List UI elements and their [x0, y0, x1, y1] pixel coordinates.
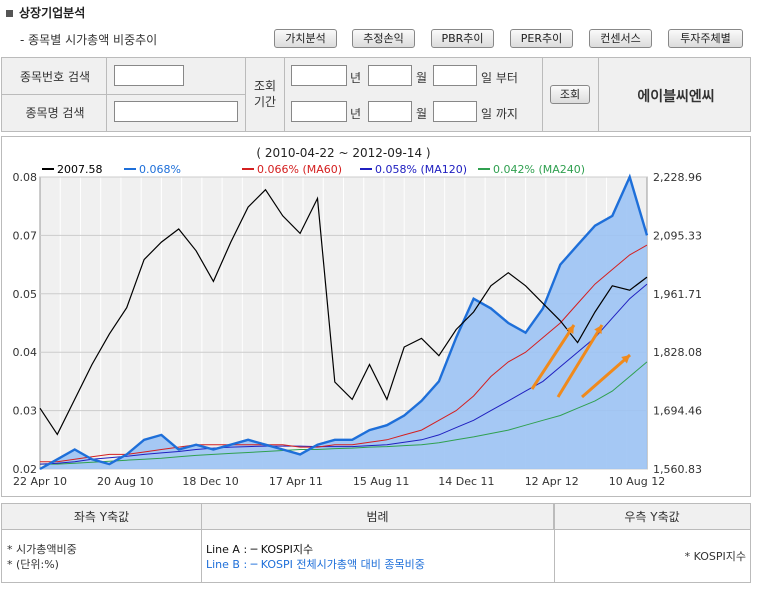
divider [2, 94, 245, 95]
divider [598, 58, 599, 131]
y-right-tick: 2,095.33 [653, 229, 702, 242]
from-year-input[interactable] [291, 65, 347, 86]
estimated-pl-button[interactable]: 추정손익 [352, 29, 415, 48]
to-month-input[interactable] [368, 101, 412, 122]
ma120-line [39, 283, 648, 465]
x-tick: 10 Aug 12 [609, 475, 665, 488]
trend-arrow-head [566, 325, 574, 334]
legend-label: 0.058% (MA120) [375, 163, 467, 176]
page-subtitle: - 종목별 시가총액 비중추이 [20, 33, 158, 47]
legend-header: 범례 [201, 504, 554, 530]
x-tick: 14 Dec 11 [438, 475, 494, 488]
name-input[interactable] [114, 101, 238, 122]
legend-label: 2007.58 [57, 163, 103, 176]
market-cap-chart: 0.08 0.07 0.05 0.04 0.03 0.02 2,228.96 2,095.33… [13, 146, 702, 488]
investor-type-button[interactable]: 투자주체별 [668, 29, 743, 48]
to-label: 일 까지 [481, 107, 518, 121]
divider [201, 504, 202, 582]
year-label: 년 [350, 107, 362, 121]
trend-arrow [581, 353, 631, 399]
x-tick: 20 Aug 10 [97, 475, 153, 488]
left-axis-header: 좌측 Y축값 [2, 504, 201, 530]
month-label: 월 [416, 71, 428, 85]
bullet-square-icon [6, 10, 13, 17]
legend-label: 0.066% (MA60) [257, 163, 342, 176]
share-area [40, 177, 647, 469]
y-left-tick: 0.05 [13, 288, 38, 301]
from-day-input[interactable] [433, 65, 477, 86]
right-axis-header: 우측 Y축값 [554, 504, 750, 530]
left-axis-unit: * (단위:%) [7, 558, 59, 571]
trend-arrow [530, 324, 576, 390]
kospi-index-line [39, 188, 648, 436]
divider [245, 58, 246, 131]
period-label: 조회기간 [253, 79, 277, 109]
y-left-tick: 0.08 [13, 171, 38, 184]
company-name: 에이블씨엔씨 [637, 89, 715, 105]
left-axis-desc: * 시가총액비중 [7, 543, 77, 556]
code-input[interactable] [114, 65, 184, 86]
trend-arrow-head [594, 325, 602, 334]
year-label: 년 [350, 71, 362, 85]
per-trend-button[interactable]: PER추이 [510, 29, 573, 48]
x-tick: 17 Apr 11 [269, 475, 323, 488]
y-right-tick: 1,560.83 [653, 463, 702, 476]
from-month-input[interactable] [368, 65, 412, 86]
ma60-line [40, 244, 648, 463]
consensus-button[interactable]: 컨센서스 [589, 29, 652, 48]
divider [542, 58, 543, 131]
y-right-tick: 1,694.46 [653, 405, 702, 418]
to-year-input[interactable] [291, 101, 347, 122]
line-a-legend: Line A : ─ KOSPI지수 [206, 543, 314, 556]
code-search-label: 종목번호 검색 [19, 70, 91, 84]
pbr-trend-button[interactable]: PBR추이 [431, 29, 494, 48]
trend-arrow [556, 324, 604, 398]
x-tick: 15 Aug 11 [353, 475, 409, 488]
value-analysis-button[interactable]: 가치분석 [274, 29, 337, 48]
chart-title: ( 2010-04-22 ~ 2012-09-14 ) [256, 146, 430, 160]
name-search-label: 종목명 검색 [25, 106, 85, 120]
y-right-tick: 2,228.96 [653, 171, 702, 184]
x-tick: 18 Dec 10 [182, 475, 238, 488]
y-left-tick: 0.07 [13, 229, 38, 242]
divider [106, 58, 107, 131]
divider [554, 504, 555, 582]
legend-label: 0.042% (MA240) [493, 163, 585, 176]
y-right-tick: 1,961.71 [653, 288, 702, 301]
month-label: 월 [416, 107, 428, 121]
from-label: 일 부터 [481, 71, 518, 85]
line-b-legend: Line B : ─ KOSPI 전체시가총액 대비 종목비중 [206, 558, 425, 571]
y-right-tick: 1,828.08 [653, 346, 702, 359]
y-left-tick: 0.03 [13, 405, 38, 418]
market-cap-share-line [39, 173, 649, 471]
y-left-tick: 0.04 [13, 346, 38, 359]
legend-label: 0.068% [139, 163, 181, 176]
search-panel: 종목번호 검색 종목명 검색 조회기간 년 월 일 부터 년 월 일 까지 조회… [1, 57, 751, 132]
y-left-tick: 0.02 [13, 463, 38, 476]
x-tick: 12 Apr 12 [525, 475, 579, 488]
chart-panel: 0.08 0.07 0.05 0.04 0.03 0.02 2,228.96 2,095.33… [1, 136, 751, 497]
ma240-line [40, 361, 648, 465]
page-title: 상장기업분석 [6, 4, 85, 21]
to-day-input[interactable] [433, 101, 477, 122]
divider [284, 58, 285, 131]
legend-table: 좌측 Y축값 범례 우측 Y축값 * 시가총액비중 * (단위:%) Line … [1, 503, 751, 583]
search-button[interactable]: 조회 [550, 85, 590, 104]
trend-arrow-head [621, 355, 630, 364]
x-tick: 22 Apr 10 [13, 475, 67, 488]
right-axis-desc: * KOSPI지수 [684, 550, 746, 563]
